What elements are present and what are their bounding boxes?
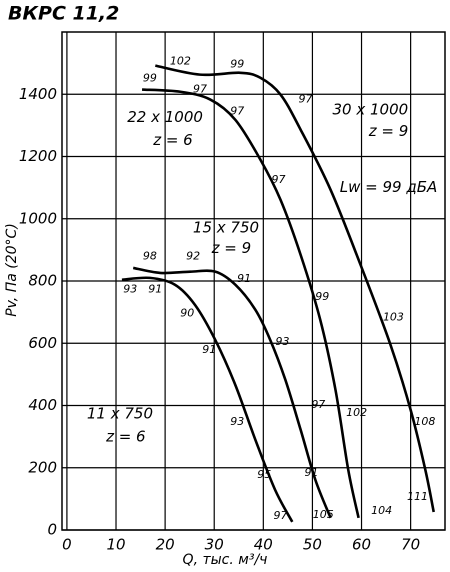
efficiency-label: 99: [230, 58, 244, 71]
annotation: 15 x 750: [193, 218, 259, 236]
efficiency-label: 93: [230, 415, 244, 428]
efficiency-label: 91: [148, 283, 162, 296]
efficiency-label: 91: [237, 272, 251, 285]
efficiency-label: 97: [193, 83, 207, 96]
x-tick-label: 0: [62, 536, 72, 554]
efficiency-label: 91: [304, 466, 318, 479]
annotation: 11 x 750: [87, 404, 153, 422]
efficiency-label: 99: [143, 72, 157, 85]
x-tick-label: 40: [254, 536, 273, 554]
efficiency-label: 97: [311, 398, 325, 411]
efficiency-label: 93: [275, 335, 289, 348]
efficiency-label: 97: [272, 173, 286, 186]
efficiency-label: 103: [383, 311, 404, 324]
y-tick-label: 200: [28, 458, 57, 476]
curve: [141, 88, 360, 519]
efficiency-label: 108: [414, 415, 435, 428]
annotation: z = 9: [211, 239, 252, 257]
x-tick-label: 30: [205, 536, 224, 554]
efficiency-label: 97: [299, 93, 313, 106]
efficiency-label: 91: [202, 343, 216, 356]
y-tick-label: 1200: [19, 147, 57, 165]
x-tick-label: 10: [106, 536, 125, 554]
efficiency-label: 98: [143, 250, 157, 263]
x-tick-label: 50: [303, 536, 322, 554]
annotation: z = 9: [368, 122, 409, 140]
x-tick-label: 70: [401, 536, 420, 554]
y-tick-label: 400: [28, 396, 57, 414]
x-axis-label: Q, тыс. м³/ч: [183, 552, 268, 568]
efficiency-label: 102: [170, 55, 191, 68]
efficiency-label: 111: [407, 490, 428, 503]
curve: [121, 276, 294, 523]
efficiency-label: 92: [186, 250, 200, 263]
annotation: z = 6: [105, 427, 146, 445]
efficiency-label: 93: [123, 283, 137, 296]
y-tick-label: 600: [28, 334, 57, 352]
y-axis-label: Pv, Па (20°C): [4, 223, 20, 317]
efficiency-label: 105: [313, 508, 334, 521]
y-tick-label: 800: [28, 272, 57, 290]
y-tick-label: 1000: [19, 209, 57, 227]
efficiency-label: 90: [180, 307, 194, 320]
annotation: z = 6: [152, 131, 193, 149]
chart-title: ВКРС 11,2: [8, 3, 119, 25]
y-tick-label: 1400: [19, 85, 57, 103]
x-tick-label: 60: [352, 536, 371, 554]
curve: [155, 64, 435, 513]
y-tick-label: 0: [47, 521, 57, 539]
efficiency-label: 102: [346, 406, 367, 419]
efficiency-label: 95: [257, 468, 271, 481]
efficiency-label: 97: [230, 105, 244, 118]
annotation: 30 x 1000: [333, 100, 409, 118]
efficiency-label: 104: [371, 504, 392, 517]
annotation: 22 x 1000: [127, 108, 203, 126]
curve: [132, 266, 332, 519]
x-tick-label: 20: [156, 536, 175, 554]
annotation: Lw = 99 дБА: [340, 178, 438, 196]
efficiency-label: 97: [274, 509, 288, 522]
efficiency-label: 99: [315, 290, 329, 303]
